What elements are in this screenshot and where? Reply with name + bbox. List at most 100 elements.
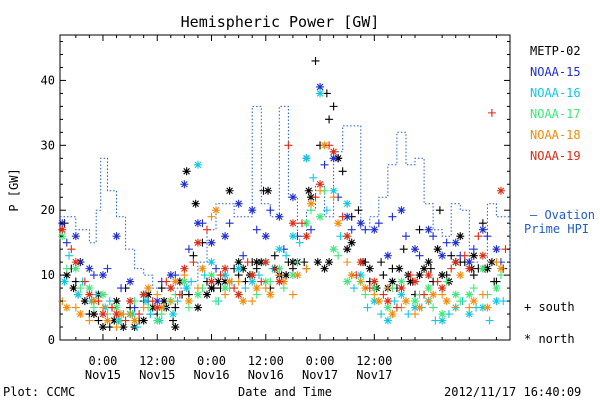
- point-north-noaa-15: [166, 271, 175, 280]
- point-south-noaa-15: [469, 245, 478, 254]
- point-north-metp-02: [139, 316, 148, 325]
- point-north-noaa-19: [343, 232, 352, 241]
- y-axis-label: P [GW]: [7, 168, 21, 211]
- point-north-noaa-17: [261, 277, 270, 286]
- point-south-noaa-16: [65, 251, 74, 260]
- point-south-metp-02: [300, 258, 309, 267]
- point-north-noaa-15: [180, 180, 189, 189]
- point-south-noaa-15: [307, 225, 316, 234]
- point-north-noaa-17: [221, 284, 230, 293]
- point-south-noaa-16: [282, 251, 291, 260]
- point-south-metp-02: [329, 102, 338, 111]
- point-north-metp-02: [225, 186, 234, 195]
- x-tick-date-label: Nov17: [356, 368, 392, 382]
- marker-north-legend: * north: [524, 332, 575, 346]
- point-south-noaa-16: [322, 206, 331, 215]
- point-north-metp-02: [148, 303, 157, 312]
- point-south-noaa-19: [243, 258, 252, 267]
- point-north-metp-02: [175, 277, 184, 286]
- point-north-noaa-19: [383, 297, 392, 306]
- x-tick-date-label: Nov15: [139, 368, 175, 382]
- point-north-metp-02: [288, 258, 297, 267]
- point-north-noaa-19: [451, 258, 460, 267]
- point-north-noaa-18: [361, 284, 370, 293]
- point-north-noaa-18: [157, 303, 166, 312]
- x-tick-time-label: 12:00: [356, 354, 392, 368]
- point-north-noaa-16: [370, 297, 379, 306]
- point-north-noaa-19: [248, 271, 257, 280]
- data-points-layer: [58, 56, 510, 332]
- point-south-noaa-19: [311, 193, 320, 202]
- point-north-metp-02: [193, 303, 202, 312]
- point-north-noaa-16: [302, 154, 311, 163]
- point-north-noaa-18: [103, 316, 112, 325]
- point-north-noaa-17: [451, 290, 460, 299]
- point-south-noaa-18: [234, 277, 243, 286]
- point-south-noaa-17: [469, 284, 478, 293]
- point-north-noaa-17: [71, 264, 80, 273]
- point-south-noaa-16: [472, 303, 481, 312]
- point-north-noaa-17: [193, 290, 202, 299]
- y-tick-label: 20: [41, 203, 55, 217]
- point-south-metp-02: [311, 56, 320, 65]
- point-north-noaa-18: [239, 297, 248, 306]
- point-north-metp-02: [347, 238, 356, 247]
- point-south-noaa-15: [388, 212, 397, 221]
- point-north-metp-02: [234, 258, 243, 267]
- point-north-noaa-17: [275, 264, 284, 273]
- point-north-noaa-17: [492, 284, 501, 293]
- point-north-metp-02: [160, 297, 169, 306]
- point-south-noaa-16: [254, 271, 263, 280]
- point-north-noaa-18: [307, 199, 316, 208]
- point-south-metp-02: [415, 225, 424, 234]
- point-south-noaa-19: [297, 219, 306, 228]
- point-north-metp-02: [62, 271, 71, 280]
- point-north-noaa-19: [85, 290, 94, 299]
- point-north-metp-02: [469, 251, 478, 260]
- point-south-noaa-19: [189, 258, 198, 267]
- point-north-noaa-15: [438, 251, 447, 260]
- point-north-metp-02: [69, 284, 78, 293]
- point-south-noaa-16: [390, 297, 399, 306]
- point-north-noaa-16: [248, 277, 257, 286]
- point-north-noaa-15: [261, 232, 270, 241]
- point-south-noaa-18: [329, 193, 338, 202]
- point-north-metp-02: [388, 277, 397, 286]
- point-north-noaa-18: [293, 271, 302, 280]
- point-south-metp-02: [435, 206, 444, 215]
- point-south-noaa-19: [135, 310, 144, 319]
- point-north-noaa-15: [465, 258, 474, 267]
- point-north-noaa-18: [225, 277, 234, 286]
- point-north-noaa-18: [401, 297, 410, 306]
- footer-plot-credit: Plot: CCMC: [3, 385, 75, 399]
- point-south-noaa-19: [94, 297, 103, 306]
- point-south-noaa-19: [379, 290, 388, 299]
- point-south-metp-02: [388, 264, 397, 273]
- point-south-noaa-17: [334, 251, 343, 260]
- point-north-noaa-16: [411, 303, 420, 312]
- point-north-noaa-18: [496, 264, 505, 273]
- point-south-noaa-15: [483, 232, 492, 241]
- point-north-noaa-19: [275, 277, 284, 286]
- point-south-noaa-15: [347, 225, 356, 234]
- point-north-noaa-19: [166, 284, 175, 293]
- point-south-noaa-18: [383, 284, 392, 293]
- series-noaa-17: [58, 186, 505, 325]
- point-north-noaa-16: [169, 310, 178, 319]
- point-north-noaa-17: [383, 303, 392, 312]
- point-north-noaa-19: [302, 232, 311, 241]
- point-south-metp-02: [426, 264, 435, 273]
- point-south-metp-02: [71, 277, 80, 286]
- point-north-metp-02: [144, 290, 153, 299]
- point-north-noaa-18: [171, 277, 180, 286]
- point-north-metp-02: [395, 264, 404, 273]
- point-south-noaa-18: [193, 284, 202, 293]
- point-north-metp-02: [420, 264, 429, 273]
- point-south-noaa-16: [349, 284, 358, 293]
- point-south-noaa-19: [108, 303, 117, 312]
- point-south-noaa-16: [377, 310, 386, 319]
- point-north-noaa-17: [288, 271, 297, 280]
- point-south-metp-02: [325, 115, 334, 124]
- point-north-noaa-19: [316, 180, 325, 189]
- point-north-metp-02: [110, 316, 119, 325]
